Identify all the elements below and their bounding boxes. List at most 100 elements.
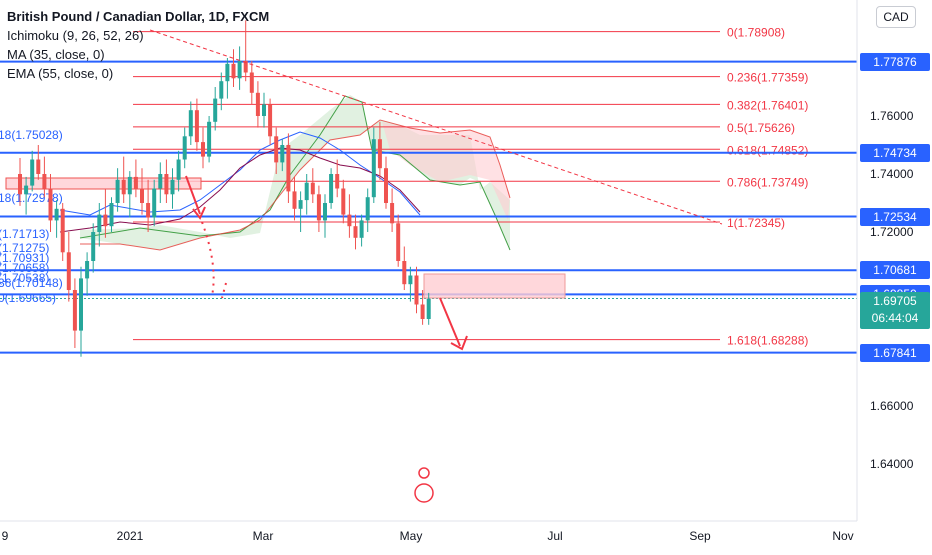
candle-body: [335, 174, 340, 189]
candle-body: [36, 159, 41, 174]
annotations-layer: [149, 29, 723, 503]
candle-body: [262, 104, 266, 116]
candle-body: [164, 174, 169, 195]
old-fib-label: 18(1.72978): [0, 191, 63, 205]
old-fib-label: (1.70658): [0, 261, 49, 275]
symbol-title[interactable]: British Pound / Canadian Dollar, 1D, FXC…: [7, 9, 270, 24]
ma-line: [59, 131, 421, 216]
candle-body: [24, 185, 29, 195]
x-tick-label: 2021: [117, 529, 144, 543]
supply-zone-left: [5, 177, 202, 190]
candle-body: [201, 142, 205, 157]
price-level-tag: 1.67841: [860, 343, 930, 362]
old-fib-label: (1.71713): [0, 227, 49, 241]
candle-body: [213, 98, 218, 122]
candle-body: [121, 179, 126, 195]
old-fib-label: 36(1.70148): [0, 276, 63, 290]
kumo-red: [382, 122, 510, 220]
candle-body: [402, 261, 407, 285]
candle-body: [140, 188, 144, 203]
candle-body: [85, 261, 90, 279]
x-tick-label: Jul: [547, 529, 562, 543]
moving-average-layer: [59, 131, 421, 233]
emblem-icon-top: [418, 467, 430, 479]
axis-layer: 1.76000 1.74000 1.72000 1.66000 1.64000 9 2021…: [0, 0, 914, 543]
y-tick-label: 1.76000: [870, 109, 914, 123]
price-level-tag: 1.70681: [860, 261, 930, 280]
y-tick-label: 1.72000: [870, 225, 914, 239]
ma-legend[interactable]: MA (35, close, 0): [7, 47, 105, 62]
old-fib-label: 18(1.75028): [0, 128, 63, 142]
x-tick-label: May: [400, 529, 423, 543]
candle-body: [103, 214, 108, 227]
ema-legend[interactable]: EMA (55, close, 0): [7, 66, 114, 81]
down-arrow-2: [439, 297, 461, 347]
candle-body: [30, 159, 35, 186]
candle-body: [304, 182, 309, 201]
candle-body: [194, 110, 199, 143]
fib-level-label: 1.618(1.68288): [727, 334, 808, 348]
candle-body: [323, 203, 327, 221]
senkou-b-line: [80, 119, 511, 251]
candle-body: [420, 304, 425, 319]
candle-body: [255, 92, 260, 116]
candle-body: [109, 203, 114, 227]
fib-level-label: 0.618(1.74852): [727, 143, 808, 157]
candle-body: [280, 145, 285, 163]
fib-level-label: 0.786(1.73749): [727, 175, 808, 189]
chart-legend: British Pound / Canadian Dollar, 1D, FXC…: [7, 7, 269, 83]
down-arrow-2-head: [450, 335, 468, 351]
candle-body: [298, 200, 303, 209]
old-fib-label: (1.70538): [0, 271, 49, 285]
fib-level-label: 0.382(1.76401): [727, 98, 808, 112]
candle-body: [225, 63, 230, 82]
candle-body: [426, 298, 431, 319]
fib-level-label: 0.236(1.77359): [727, 71, 808, 85]
candle-body: [72, 290, 77, 331]
candle-body: [91, 232, 96, 261]
candle-body: [231, 63, 236, 79]
candle-body: [353, 226, 358, 238]
candle-body: [115, 179, 120, 203]
supply-zone-right: [423, 273, 566, 299]
candle-body: [377, 139, 382, 169]
dotted-projection-2: [221, 282, 227, 299]
emblem-icon: [414, 483, 434, 503]
candle-body: [414, 275, 419, 305]
candle-body: [274, 136, 279, 163]
down-arrow-1: [185, 175, 201, 215]
candle-body: [152, 188, 157, 218]
candle-body: [97, 214, 102, 232]
descending-trendline: [149, 29, 723, 225]
currency-button[interactable]: CAD: [876, 6, 916, 28]
candle-body: [396, 223, 401, 261]
last-price-value: 1.69705: [873, 294, 917, 308]
candle-body: [292, 191, 297, 209]
candle-body: [390, 203, 395, 224]
old-fib-label: 0(1.69665): [0, 291, 56, 305]
price-level-tag: 1.77876: [860, 52, 930, 71]
ichimoku-legend[interactable]: Ichimoku (9, 26, 52, 26): [7, 28, 144, 43]
zone-layer: [5, 177, 566, 299]
y-tick-label: 1.64000: [870, 457, 914, 471]
candle-body: [158, 174, 163, 189]
candle-body: [66, 252, 71, 290]
price-level-tag: 1.74734: [860, 143, 930, 162]
candle-body: [127, 176, 132, 195]
candle-body: [316, 194, 321, 221]
candle-body: [170, 179, 175, 195]
candle-body: [365, 197, 370, 221]
candle-body: [408, 275, 413, 285]
candle-body: [237, 60, 242, 79]
candle-body: [341, 188, 346, 215]
price-level-tag: 1.72534: [860, 207, 930, 226]
y-tick-label: 1.66000: [870, 399, 914, 413]
candle-body: [176, 159, 181, 180]
candle-body: [146, 203, 151, 218]
candle-body: [243, 60, 248, 73]
candle-body: [54, 208, 59, 221]
down-arrow-1-head: [192, 206, 206, 220]
candle-body: [310, 182, 315, 195]
